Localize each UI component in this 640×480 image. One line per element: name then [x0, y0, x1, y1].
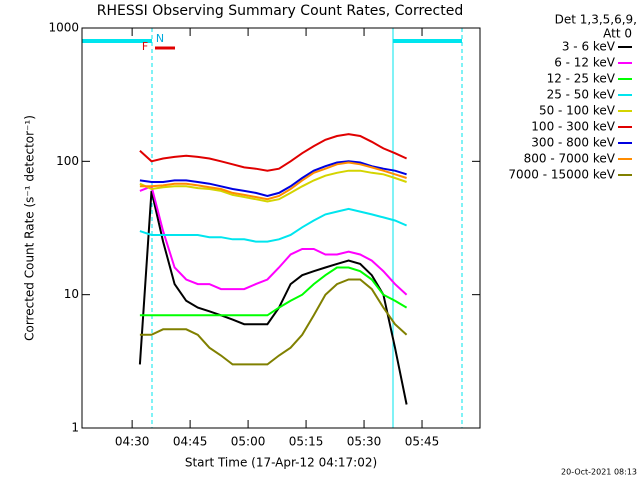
legend-header: Att 0 [603, 27, 632, 41]
legend-label: 800 - 7000 keV [524, 152, 616, 166]
legend-label: 100 - 300 keV [531, 120, 615, 134]
plot-frame [81, 27, 481, 429]
legend-label: 50 - 100 keV [539, 104, 616, 118]
y-tick-label: 100 [56, 154, 79, 168]
legend-header: Det 1,3,5,6,9, [555, 13, 637, 27]
series-line [138, 190, 408, 405]
series-line [139, 160, 407, 198]
x-tick-label: 04:45 [173, 435, 208, 449]
y-tick-label: 1 [71, 421, 79, 435]
y-tick-label: 10 [64, 287, 79, 301]
chart-title: RHESSI Observing Summary Count Rates, Co… [97, 3, 463, 19]
legend-label: 6 - 12 keV [554, 56, 616, 70]
legend-label: 3 - 6 keV [562, 40, 616, 54]
legend-label: 300 - 800 keV [531, 136, 615, 150]
annotation: N [156, 32, 164, 45]
x-tick-label: 05:45 [405, 435, 440, 449]
x-axis-label: Start Time (17-Apr-12 04:17:02) [185, 456, 377, 470]
x-tick-label: 05:15 [289, 435, 324, 449]
y-tick-label: 1000 [48, 21, 79, 35]
annotation: F [142, 40, 148, 53]
series-line [139, 133, 408, 172]
series-line [139, 161, 407, 201]
series-line [139, 207, 407, 243]
series-line [139, 278, 408, 366]
legend-label: 25 - 50 keV [547, 88, 616, 102]
series-line [139, 184, 408, 296]
legend-label: 7000 - 15000 keV [508, 168, 615, 182]
x-tick-label: 04:30 [115, 435, 150, 449]
series-line [139, 266, 408, 317]
y-axis-label: Corrected Count Rate (s⁻¹ detector⁻¹) [23, 115, 37, 341]
x-tick-label: 05:00 [231, 435, 266, 449]
x-tick-label: 05:30 [347, 435, 382, 449]
legend-label: 12 - 25 keV [547, 72, 616, 86]
series-line [139, 169, 407, 203]
footer: 20-Oct-2021 08:13 [561, 468, 637, 477]
